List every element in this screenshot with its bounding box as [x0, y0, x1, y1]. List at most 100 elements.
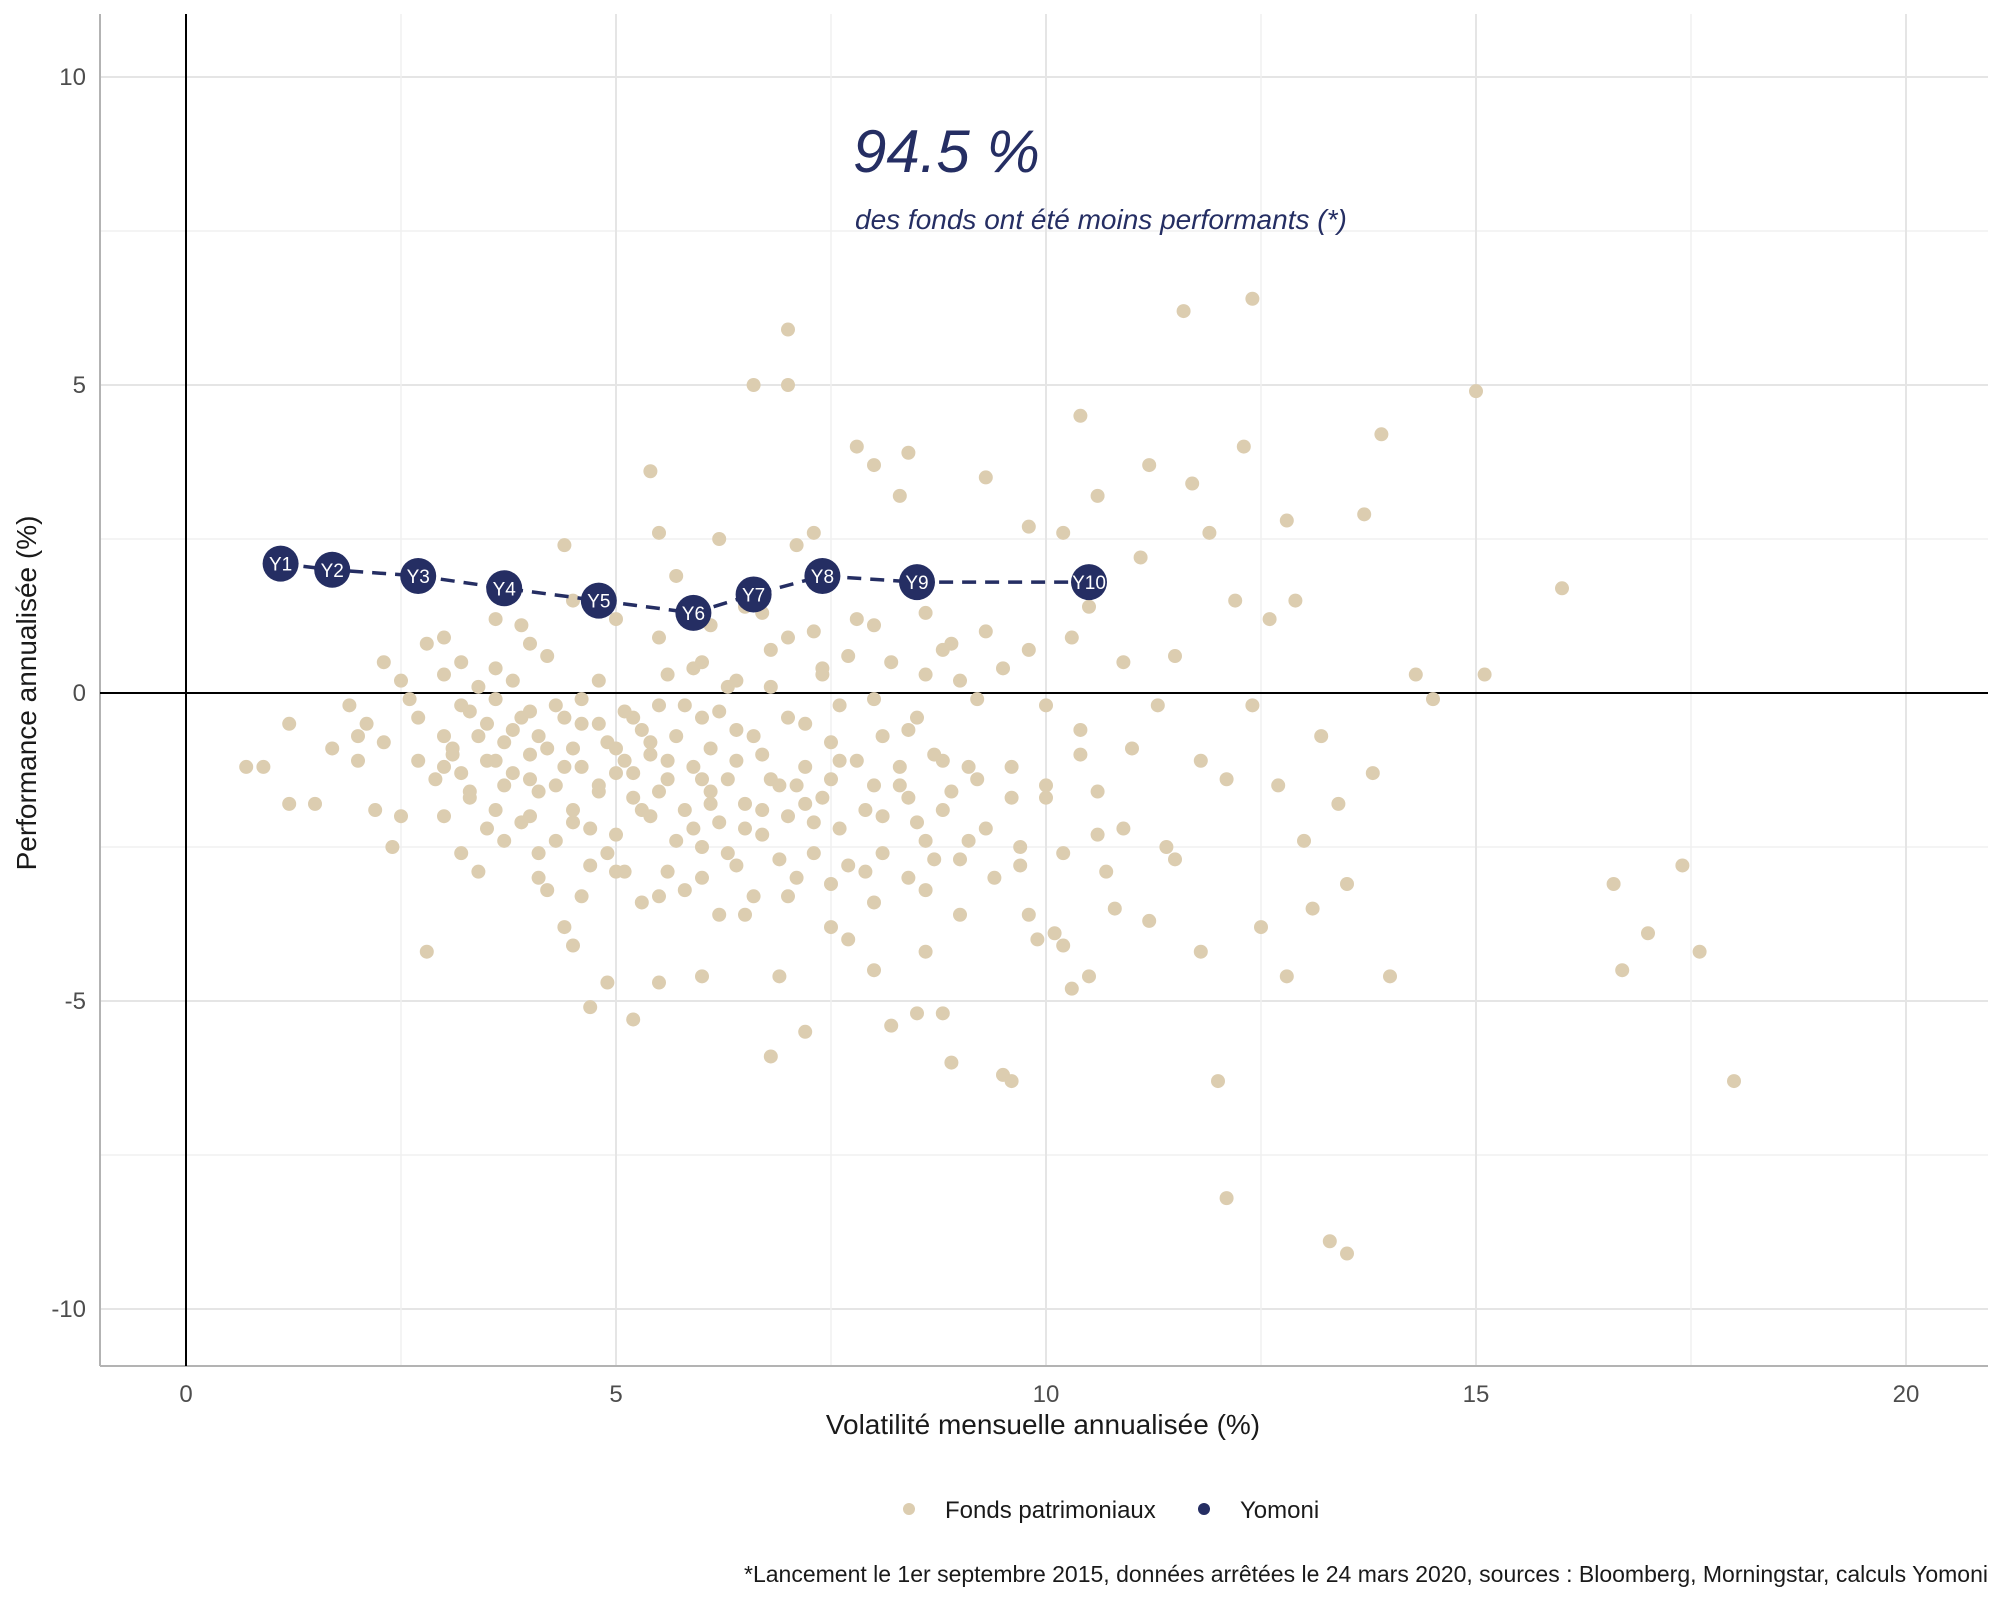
fund-point [1314, 729, 1329, 744]
fund-point [1030, 932, 1045, 947]
fund-point [806, 815, 821, 830]
fund-point [660, 667, 675, 682]
fund-point [600, 846, 615, 861]
fund-point [841, 649, 856, 664]
fund-point [634, 895, 649, 910]
fund-point [660, 864, 675, 879]
fund-point [1073, 722, 1088, 737]
fund-point [523, 747, 537, 762]
fund-point [849, 439, 864, 454]
fund-point [1279, 969, 1294, 984]
fund-point [368, 803, 383, 818]
fund-point [488, 661, 503, 676]
fund-point [583, 1000, 598, 1015]
fund-point [454, 846, 469, 861]
fund-point [1193, 753, 1208, 768]
fund-point [746, 378, 761, 392]
fund-point [944, 1055, 959, 1070]
fund-point [308, 796, 322, 811]
fund-point [824, 920, 838, 935]
fund-point [781, 322, 795, 337]
fund-point [1073, 747, 1088, 762]
fund-point [815, 790, 830, 805]
fund-point [789, 870, 804, 885]
fund-point [557, 710, 572, 725]
fund-point [531, 784, 546, 799]
fund-point [669, 833, 684, 848]
fund-point [626, 790, 641, 805]
fund-point [1082, 969, 1096, 984]
fund-point [1357, 507, 1372, 522]
fund-point [1021, 907, 1036, 922]
fund-point [1340, 1246, 1354, 1261]
fund-point [832, 698, 847, 713]
fund-point [609, 864, 623, 879]
fund-point [927, 852, 942, 867]
fund-point [411, 710, 426, 725]
fund-point [677, 803, 692, 818]
fund-point [781, 378, 795, 392]
x-tick-label: 0 [179, 1381, 192, 1408]
fund-point [832, 821, 847, 836]
fund-point [359, 716, 374, 731]
fund-point [1116, 821, 1131, 836]
fund-point [531, 729, 546, 744]
legend-label-yomoni: Yomoni [1240, 1497, 1319, 1524]
yomoni-point-label: Y9 [905, 573, 928, 594]
x-tick-label: 10 [1033, 1381, 1060, 1408]
fund-point [953, 852, 967, 867]
fund-point [514, 618, 529, 633]
fund-point [712, 907, 727, 922]
fund-point [703, 796, 718, 811]
fund-point [1340, 876, 1354, 891]
yomoni-point [580, 582, 617, 619]
fund-point [720, 772, 735, 787]
fund-point [1133, 550, 1148, 565]
fund-point [437, 630, 451, 645]
fund-point [1064, 981, 1079, 996]
x-tick-label: 20 [1893, 1381, 1920, 1408]
fund-point [342, 698, 357, 713]
fund-point [1056, 846, 1071, 861]
y-axis-title: Performance annualisée (%) [11, 516, 42, 871]
axes [99, 14, 1988, 1367]
fund-point [901, 722, 916, 737]
yomoni-point [735, 576, 772, 613]
fund-point [402, 692, 417, 707]
fund-point [239, 759, 254, 774]
fund-point [437, 809, 451, 824]
fund-point [1125, 741, 1139, 756]
fund-point [376, 655, 391, 670]
fund-point [763, 642, 778, 657]
fund-point [566, 938, 580, 953]
fund-point [798, 1024, 813, 1039]
fund-point [901, 790, 916, 805]
fund-point [858, 803, 873, 818]
y-tick-label: 0 [73, 680, 86, 707]
fund-point [746, 889, 761, 904]
fund-point [411, 753, 426, 768]
fund-point [1365, 766, 1380, 781]
legend: Fonds patrimoniaux Yomoni [903, 1497, 1319, 1524]
fund-point [806, 846, 821, 861]
fund-point [1555, 581, 1569, 596]
fund-point [652, 698, 666, 713]
fund-point [566, 593, 580, 608]
fund-point [875, 729, 890, 744]
fund-point [282, 796, 297, 811]
fund-point [1279, 513, 1294, 528]
footnote: *Lancement le 1er septembre 2015, donnée… [744, 1561, 1988, 1587]
fund-point [712, 532, 727, 546]
fund-point [978, 470, 993, 485]
yomoni-point-label: Y2 [321, 561, 344, 582]
fund-point [1150, 698, 1165, 713]
fund-point [798, 716, 813, 731]
fund-point [394, 809, 408, 824]
fund-point [849, 612, 864, 627]
fund-point [652, 525, 666, 540]
fund-point [531, 846, 546, 861]
fund-point [617, 753, 632, 768]
fund-point [858, 864, 873, 879]
fund-point [626, 710, 641, 725]
fund-point [720, 846, 735, 861]
